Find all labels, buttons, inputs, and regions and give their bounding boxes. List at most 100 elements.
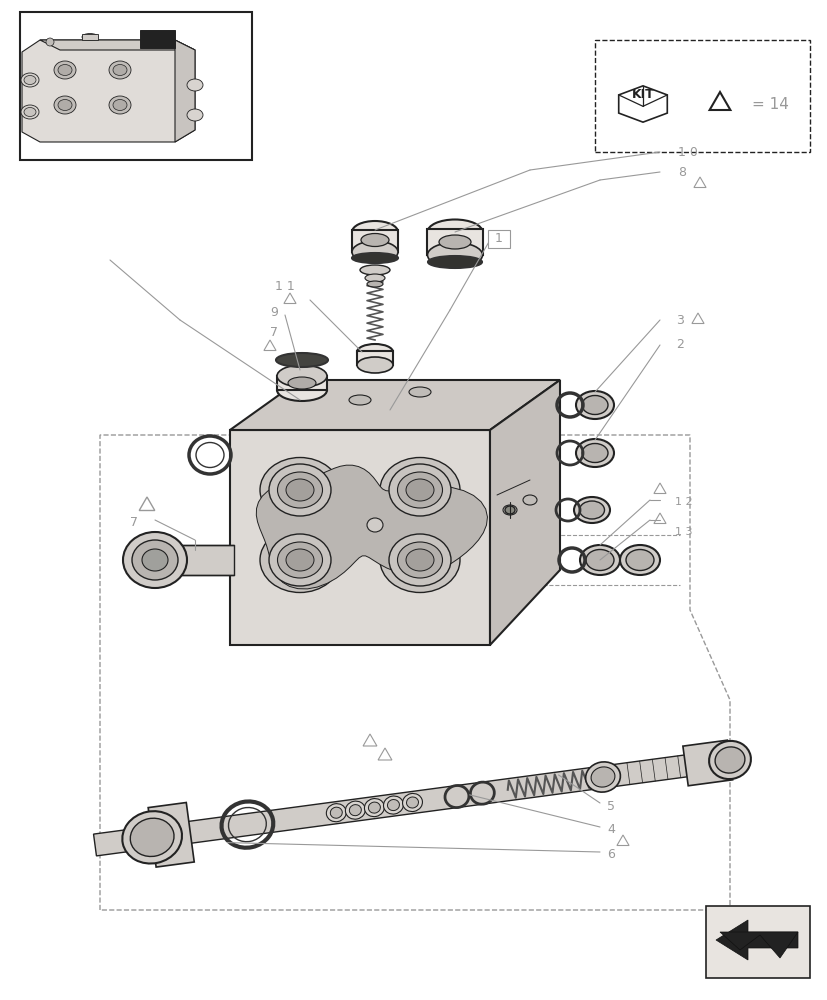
Ellipse shape <box>187 79 203 91</box>
Bar <box>356 351 393 365</box>
Ellipse shape <box>625 550 653 570</box>
Ellipse shape <box>365 274 385 282</box>
Bar <box>277 376 327 390</box>
Ellipse shape <box>405 549 433 571</box>
Bar <box>705 906 809 978</box>
Ellipse shape <box>109 96 131 114</box>
Bar <box>179 545 234 575</box>
Ellipse shape <box>361 233 389 246</box>
Text: 5: 5 <box>606 799 614 812</box>
Polygon shape <box>715 920 797 960</box>
Ellipse shape <box>275 353 327 367</box>
Ellipse shape <box>504 506 514 514</box>
Ellipse shape <box>351 241 398 263</box>
Ellipse shape <box>24 76 36 85</box>
Ellipse shape <box>364 799 384 817</box>
Ellipse shape <box>141 549 168 571</box>
Polygon shape <box>230 380 559 430</box>
Ellipse shape <box>402 793 422 812</box>
Ellipse shape <box>54 96 76 114</box>
Ellipse shape <box>581 395 607 414</box>
Circle shape <box>46 38 54 46</box>
Bar <box>595 40 809 152</box>
Bar <box>140 30 174 48</box>
Ellipse shape <box>409 387 431 397</box>
Ellipse shape <box>368 802 380 813</box>
Ellipse shape <box>54 61 76 79</box>
Ellipse shape <box>282 545 318 575</box>
Ellipse shape <box>285 549 313 571</box>
Ellipse shape <box>360 265 390 275</box>
Ellipse shape <box>187 109 203 121</box>
Ellipse shape <box>112 64 127 76</box>
Text: 7: 7 <box>270 326 278 338</box>
Ellipse shape <box>270 466 328 514</box>
Ellipse shape <box>270 536 328 584</box>
Ellipse shape <box>397 472 442 508</box>
Ellipse shape <box>406 797 418 808</box>
Polygon shape <box>40 40 195 50</box>
Ellipse shape <box>349 805 361 816</box>
Ellipse shape <box>402 545 437 575</box>
Polygon shape <box>22 40 195 142</box>
Text: 3: 3 <box>675 314 683 326</box>
Ellipse shape <box>585 762 619 792</box>
Polygon shape <box>230 430 490 645</box>
Ellipse shape <box>389 464 451 516</box>
Ellipse shape <box>123 532 187 588</box>
Ellipse shape <box>277 542 322 578</box>
Ellipse shape <box>402 475 437 505</box>
Ellipse shape <box>356 344 393 360</box>
Ellipse shape <box>288 377 316 389</box>
Ellipse shape <box>351 221 398 243</box>
Ellipse shape <box>387 800 399 811</box>
Ellipse shape <box>282 475 318 505</box>
Ellipse shape <box>277 365 327 387</box>
Text: 1 1: 1 1 <box>275 279 294 292</box>
Ellipse shape <box>405 479 433 501</box>
Ellipse shape <box>330 807 342 818</box>
Ellipse shape <box>427 220 482 245</box>
Bar <box>351 230 398 252</box>
Ellipse shape <box>438 235 471 249</box>
Ellipse shape <box>58 64 72 76</box>
Ellipse shape <box>351 253 398 263</box>
Bar <box>20 12 251 160</box>
Ellipse shape <box>58 100 72 111</box>
Ellipse shape <box>21 73 39 87</box>
Text: 9: 9 <box>270 306 278 318</box>
Text: 8: 8 <box>677 166 686 179</box>
Ellipse shape <box>366 281 383 287</box>
Ellipse shape <box>356 357 393 373</box>
Ellipse shape <box>590 767 614 787</box>
Ellipse shape <box>269 534 331 586</box>
Text: 7: 7 <box>130 516 138 528</box>
Ellipse shape <box>345 801 365 819</box>
Polygon shape <box>719 932 797 958</box>
Ellipse shape <box>579 545 619 575</box>
Ellipse shape <box>82 34 98 41</box>
Text: 1: 1 <box>495 232 502 245</box>
Ellipse shape <box>428 256 481 268</box>
Text: 6: 6 <box>606 848 614 861</box>
Polygon shape <box>256 465 487 589</box>
Ellipse shape <box>619 545 659 575</box>
Ellipse shape <box>326 804 346 822</box>
Text: 1 0: 1 0 <box>677 146 697 159</box>
Polygon shape <box>174 40 195 142</box>
Bar <box>487 230 509 248</box>
Text: = 14: = 14 <box>751 97 788 112</box>
Ellipse shape <box>112 100 127 111</box>
Ellipse shape <box>269 464 331 516</box>
Ellipse shape <box>24 108 36 117</box>
Ellipse shape <box>576 439 614 467</box>
Bar <box>427 229 482 255</box>
Ellipse shape <box>122 811 182 864</box>
Text: 1 2: 1 2 <box>674 497 692 507</box>
Text: 4: 4 <box>606 823 614 836</box>
Ellipse shape <box>573 497 609 523</box>
Polygon shape <box>682 740 732 786</box>
Ellipse shape <box>502 505 516 515</box>
Ellipse shape <box>260 528 340 592</box>
Text: KIT: KIT <box>631 88 653 101</box>
